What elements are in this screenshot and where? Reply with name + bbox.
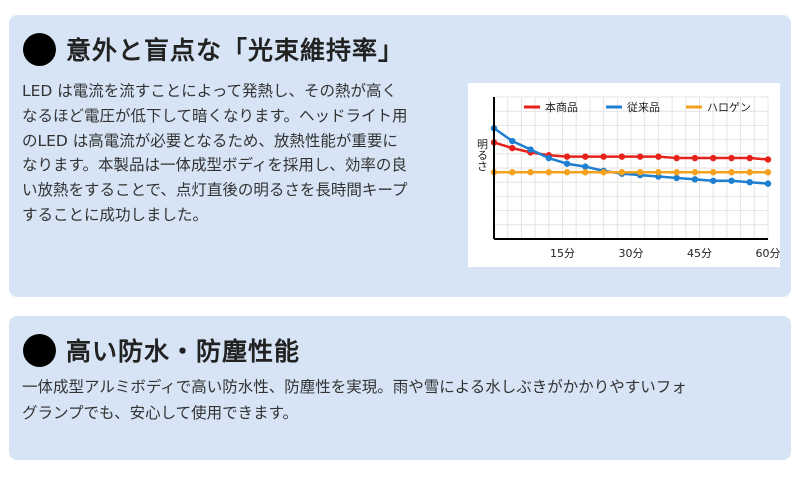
body-line: なります。本製品は一体成型ボディを採用し、効率の良	[22, 156, 407, 175]
data-point	[728, 154, 735, 162]
data-point	[728, 177, 735, 184]
data-point	[746, 169, 753, 176]
data-point	[691, 169, 699, 176]
body-line: なるほど電圧が低下して暗くなります。ヘッドライト用	[22, 106, 408, 125]
data-point	[509, 137, 516, 145]
data-point	[764, 156, 772, 163]
data-point	[563, 160, 571, 167]
bullet-circle-icon	[23, 333, 56, 367]
data-point	[509, 169, 516, 176]
data-point	[582, 169, 589, 176]
data-point	[527, 169, 534, 176]
data-point	[710, 169, 717, 176]
legend-label: ハロゲン	[707, 101, 751, 114]
x-tick-label: 15分	[550, 247, 575, 260]
section-heading: 高い防水・防塵性能	[23, 332, 300, 368]
y-axis-label: 明るさ	[476, 138, 489, 171]
section-title: 高い防水・防塵性能	[66, 337, 301, 366]
data-point	[582, 153, 589, 160]
x-tick-label: 60分	[756, 247, 781, 260]
data-point	[636, 153, 644, 160]
data-point	[746, 154, 753, 162]
body-line: い放熱をすることで、点灯直後の明るさを長時間キープ	[22, 181, 408, 200]
data-point	[618, 169, 626, 176]
series-line	[493, 127, 769, 185]
body-line: 一体成型アルミボディで高い防水性、防塵性を実現。雨や雪による水しぶきがかかりやす…	[22, 378, 687, 396]
body-line: のLED は高電流が必要となるため、放熱性能が重要に	[22, 131, 398, 150]
data-point	[728, 169, 735, 176]
data-point	[710, 177, 717, 184]
data-point	[545, 154, 552, 162]
data-point	[600, 169, 607, 176]
data-point	[563, 153, 571, 160]
data-point	[545, 169, 552, 176]
section-body: 一体成型アルミボディで高い防水性、防塵性を実現。雨や雪による水しぶきがかかりやす…	[22, 374, 772, 426]
section-card-lumen-maintenance: 意外と盲点な「光束維持率」 LED は電流を流すことによって発熱し、その熱が高く…	[9, 15, 791, 297]
x-tick-label: 45分	[687, 247, 712, 260]
section-body: LED は電流を流すことによって発熱し、その熱が高く なるほど電圧が低下して暗く…	[22, 79, 460, 228]
legend-label: 本商品	[545, 100, 578, 114]
chart-svg: 15分 30分 45分 60分 明るさ 本商品 従来品 ハロゲン	[476, 96, 781, 260]
data-point	[636, 169, 644, 176]
data-point	[673, 174, 680, 182]
section-heading: 意外と盲点な「光束維持率」	[23, 31, 404, 67]
body-line: グランプでも、安心して使用できます。	[22, 404, 299, 422]
data-point	[600, 153, 607, 160]
data-point	[746, 179, 753, 186]
section-title: 意外と盲点な「光束維持率」	[66, 36, 405, 65]
data-point	[618, 153, 626, 160]
body-line: LED は電流を流すことによって発熱し、その熱が高く	[22, 82, 398, 100]
data-point	[582, 163, 589, 170]
x-tick-label: 30分	[619, 247, 644, 260]
body-line: することに成功しました。	[22, 205, 209, 224]
data-point	[673, 154, 680, 162]
data-point	[673, 169, 680, 176]
data-point	[563, 169, 571, 176]
bullet-circle-icon	[23, 32, 56, 66]
data-point	[655, 153, 662, 160]
brightness-chart: 15分 30分 45分 60分 明るさ 本商品 従来品 ハロゲン	[468, 83, 780, 267]
data-point	[691, 176, 699, 183]
legend-label: 従来品	[627, 101, 660, 114]
data-point	[527, 146, 534, 153]
data-point	[655, 169, 662, 176]
data-point	[764, 169, 772, 176]
data-point	[764, 180, 772, 187]
data-point	[710, 154, 717, 162]
data-point	[691, 154, 699, 162]
section-card-waterproof: 高い防水・防塵性能 一体成型アルミボディで高い防水性、防塵性を実現。雨や雪による…	[9, 316, 791, 460]
data-point	[509, 144, 516, 152]
